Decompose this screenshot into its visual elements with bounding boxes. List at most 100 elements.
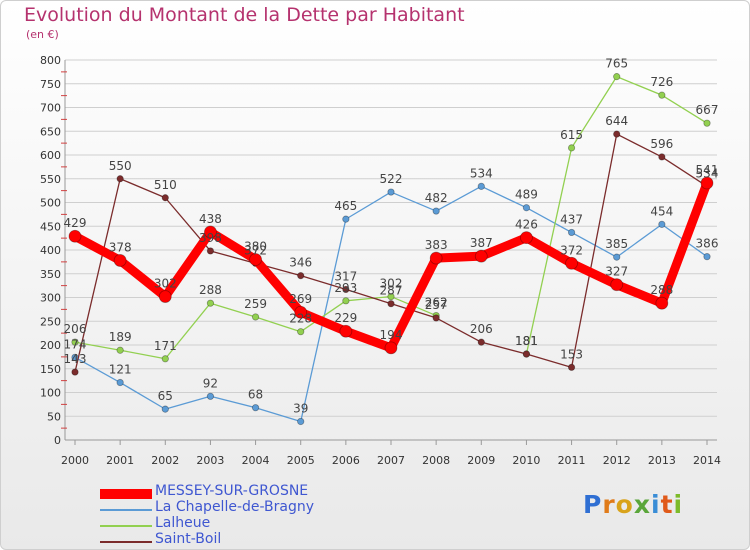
- x-tick-label: 2008: [422, 454, 450, 467]
- x-tick-label: 2014: [693, 454, 721, 467]
- x-tick-label: 2001: [106, 454, 134, 467]
- data-label: 65: [158, 389, 173, 403]
- x-tick-label: 2006: [332, 454, 360, 467]
- data-label: 438: [199, 212, 222, 226]
- data-label: 68: [248, 388, 263, 402]
- data-point: [522, 350, 531, 358]
- y-tick-label: 200: [40, 339, 61, 352]
- data-point: [206, 392, 215, 400]
- data-label: 465: [334, 199, 357, 213]
- data-point: [474, 249, 488, 263]
- x-tick-label: 2012: [603, 454, 631, 467]
- data-point: [116, 175, 124, 183]
- x-tick-label: 2004: [242, 454, 270, 467]
- data-point: [71, 338, 79, 346]
- data-point: [161, 405, 169, 413]
- data-point: [703, 119, 711, 127]
- data-label: 143: [64, 352, 87, 366]
- data-label: 534: [696, 166, 719, 180]
- legend-label: Saint-Boil: [155, 531, 222, 547]
- data-point: [68, 229, 82, 243]
- data-label: 541: [696, 163, 719, 177]
- data-point: [342, 297, 350, 305]
- data-label: 121: [109, 363, 132, 377]
- data-label: 429: [64, 216, 87, 230]
- data-point: [297, 417, 305, 426]
- data-label: 644: [605, 114, 628, 128]
- data-point: [432, 314, 440, 322]
- data-point: [567, 144, 576, 152]
- y-tick-label: 250: [40, 315, 61, 328]
- data-label: 302: [380, 277, 403, 291]
- data-label: 385: [605, 237, 628, 251]
- logo-letter: i: [651, 490, 661, 519]
- data-point: [520, 231, 533, 245]
- data-label: 454: [650, 204, 673, 218]
- data-point: [567, 228, 576, 237]
- data-point: [116, 378, 124, 387]
- logo-letter: o: [615, 490, 634, 519]
- data-label: 269: [289, 292, 312, 306]
- data-label: 534: [470, 166, 493, 180]
- logo-letter: i: [673, 490, 684, 519]
- data-point: [658, 153, 666, 161]
- data-label: 482: [425, 191, 448, 205]
- logo-letter: r: [602, 490, 616, 519]
- data-point: [294, 305, 308, 319]
- x-tick-label: 2013: [648, 454, 676, 467]
- data-label: 550: [109, 159, 132, 173]
- data-label: 383: [425, 238, 448, 252]
- data-label: 92: [203, 376, 218, 390]
- data-point: [113, 254, 127, 267]
- data-label: 489: [515, 188, 538, 202]
- data-label: 372: [560, 243, 583, 257]
- x-tick-label: 2011: [558, 454, 586, 467]
- data-label: 317: [334, 269, 357, 283]
- data-label: 262: [425, 296, 448, 310]
- data-point: [116, 346, 124, 354]
- y-tick-label: 50: [47, 410, 61, 423]
- data-label: 228: [289, 312, 312, 326]
- data-label: 510: [154, 178, 177, 192]
- data-label: 174: [64, 337, 87, 351]
- data-label: 257: [425, 298, 448, 312]
- legend-swatch: [100, 489, 152, 499]
- grid: [65, 59, 717, 441]
- data-label: 426: [515, 218, 538, 232]
- data-point: [655, 296, 669, 310]
- data-label: 153: [560, 347, 583, 361]
- legend-swatch: [100, 541, 152, 543]
- y-tick-label: 750: [40, 78, 61, 91]
- data-label: 346: [289, 256, 312, 270]
- legend-swatch: [100, 509, 152, 511]
- y-tick-label: 600: [40, 149, 61, 162]
- legend-label: Lalheue: [155, 515, 211, 531]
- y-tick-label: 100: [40, 387, 61, 400]
- data-label: 615: [560, 128, 583, 142]
- data-label: 181: [515, 334, 538, 348]
- data-label: 302: [154, 277, 177, 291]
- chart-subtitle: (en €): [26, 28, 59, 41]
- axes: 0 50 100 150 200 250 300 350 400 450 500 550 600 650 7…: [40, 54, 721, 467]
- x-tick-label: 2005: [287, 454, 315, 467]
- data-label: 288: [199, 283, 222, 297]
- data-label: 437: [560, 212, 583, 226]
- data-point: [565, 256, 578, 270]
- data-point: [251, 404, 260, 412]
- y-tick-label: 350: [40, 268, 61, 281]
- data-label: 194: [380, 328, 403, 342]
- data-point: [249, 253, 262, 266]
- y-tick-label: 400: [40, 244, 61, 257]
- y-tick-label: 0: [54, 434, 61, 447]
- data-point: [522, 204, 531, 212]
- logo-letter: t: [660, 490, 674, 519]
- data-label: 288: [650, 283, 673, 297]
- data-point: [342, 215, 350, 223]
- data-point: [206, 299, 215, 307]
- y-tick-label: 700: [40, 102, 61, 115]
- x-tick-label: 2009: [467, 454, 495, 467]
- data-label: 522: [380, 172, 403, 186]
- data-point: [658, 220, 666, 228]
- data-point: [658, 91, 666, 99]
- data-point: [158, 290, 172, 303]
